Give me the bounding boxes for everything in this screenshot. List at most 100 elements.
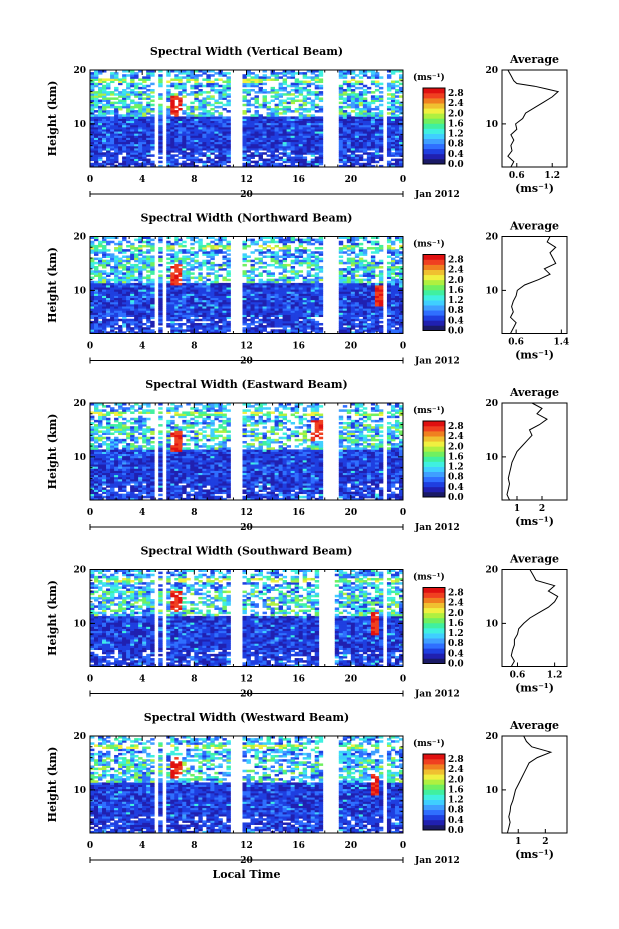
- heatmap-cell: [218, 97, 223, 100]
- heatmap-cell: [362, 99, 368, 103]
- heatmap-cell: [314, 70, 320, 73]
- heatmap-cell: [106, 91, 111, 94]
- heatmap-cell: [198, 160, 203, 164]
- heatmap-cell: [194, 122, 199, 126]
- heatmap-cell: [214, 251, 219, 254]
- heatmap-cell: [290, 238, 296, 242]
- heatmap-cell: [210, 318, 215, 322]
- heatmap-cell: [174, 266, 179, 269]
- heatmap-cell: [274, 331, 279, 334]
- heatmap-cell: [190, 320, 195, 324]
- heatmap-cell: [110, 320, 115, 324]
- heatmap-cell: [338, 70, 344, 73]
- heatmap-cell: [338, 299, 344, 303]
- heatmap-cell: [266, 145, 271, 149]
- heatmap-cell: [218, 143, 223, 147]
- heatmap-cell: [250, 280, 255, 284]
- heatmap-cell: [262, 303, 267, 307]
- heatmap-cell: [106, 152, 111, 155]
- heatmap-cell: [390, 310, 396, 313]
- heatmap-cell: [366, 308, 372, 311]
- heatmap-cell: [190, 145, 195, 149]
- heatmap-cell: [174, 242, 179, 246]
- heatmap-cell: [362, 150, 368, 153]
- heatmap-cell: [358, 293, 364, 296]
- heatmap-cell: [242, 259, 247, 263]
- heatmap-cell: [298, 126, 304, 130]
- heatmap-cell: [90, 325, 95, 328]
- heatmap-cell: [346, 103, 352, 107]
- heatmap-cell: [246, 158, 251, 162]
- heatmap-cell: [118, 126, 123, 130]
- heatmap-cell: [106, 126, 111, 130]
- heatmap-cell: [106, 253, 111, 256]
- heatmap-cell: [170, 110, 175, 113]
- heatmap-cell: [170, 105, 175, 109]
- panel-title: Spectral Width (Vertical Beam): [150, 45, 343, 58]
- heatmap-cell: [254, 240, 259, 244]
- heatmap-cell: [102, 301, 107, 305]
- heatmap-cell: [370, 112, 376, 115]
- heatmap-cell: [302, 297, 308, 301]
- heatmap-cell: [262, 312, 267, 315]
- heatmap-cell: [298, 162, 304, 166]
- heatmap-cell: [210, 141, 215, 145]
- heatmap-cell: [370, 297, 376, 301]
- heatmap-cell: [258, 291, 263, 294]
- heatmap-cell: [258, 329, 263, 332]
- heatmap-cell: [106, 120, 111, 124]
- heatmap-cell: [222, 303, 227, 307]
- heatmap-cell: [350, 72, 356, 75]
- heatmap-cell: [174, 301, 179, 305]
- heatmap-cell: [362, 303, 368, 307]
- heatmap-cell: [102, 110, 107, 113]
- heatmap-cell: [354, 101, 360, 105]
- heatmap-cell: [282, 295, 288, 299]
- heatmap-cell: [318, 310, 324, 313]
- heatmap-cell: [178, 270, 183, 273]
- heatmap-cell: [114, 293, 119, 296]
- heatmap-cell: [126, 322, 131, 326]
- heatmap-cell: [290, 299, 296, 303]
- heatmap-cell: [102, 297, 107, 301]
- heatmap-cell: [286, 303, 292, 307]
- heatmap-cell: [134, 110, 139, 113]
- heatmap-cell: [350, 322, 356, 326]
- heatmap-cell: [370, 129, 376, 132]
- heatmap-cell: [178, 133, 183, 136]
- heatmap-cell: [298, 297, 304, 301]
- heatmap-cell: [262, 251, 267, 254]
- heatmap-cell: [298, 137, 304, 140]
- heatmap-cell: [250, 276, 255, 280]
- heatmap-cell: [278, 152, 284, 155]
- heatmap-cell: [302, 278, 308, 282]
- heatmap-cell: [366, 268, 372, 271]
- heatmap-cell: [158, 137, 163, 140]
- heatmap-cell: [246, 72, 251, 75]
- heatmap-cell: [258, 236, 263, 240]
- heatmap-cell: [266, 91, 271, 94]
- heatmap-cell: [210, 244, 215, 248]
- heatmap-cell: [134, 160, 139, 164]
- heatmap-cell: [130, 141, 135, 145]
- heatmap-cell: [358, 162, 364, 166]
- heatmap-cell: [298, 103, 304, 107]
- heatmap-cell: [310, 255, 316, 258]
- heatmap-cell: [390, 314, 396, 318]
- heatmap-cell: [130, 253, 135, 256]
- heatmap-cell: [166, 99, 171, 103]
- heatmap-cell: [290, 152, 296, 155]
- heatmap-cell: [118, 139, 123, 143]
- heatmap-cell: [266, 251, 271, 254]
- heatmap-cell: [282, 285, 288, 288]
- heatmap-cell: [338, 88, 344, 92]
- heatmap-cell: [338, 295, 344, 299]
- heatmap-cell: [122, 251, 127, 254]
- heatmap-cell: [126, 116, 131, 119]
- heatmap-cell: [130, 282, 135, 286]
- heatmap-cell: [210, 240, 215, 244]
- heatmap-cell: [142, 308, 147, 311]
- heatmap-cell: [114, 297, 119, 301]
- heatmap-cell: [370, 107, 376, 111]
- heatmap-cell: [266, 314, 271, 318]
